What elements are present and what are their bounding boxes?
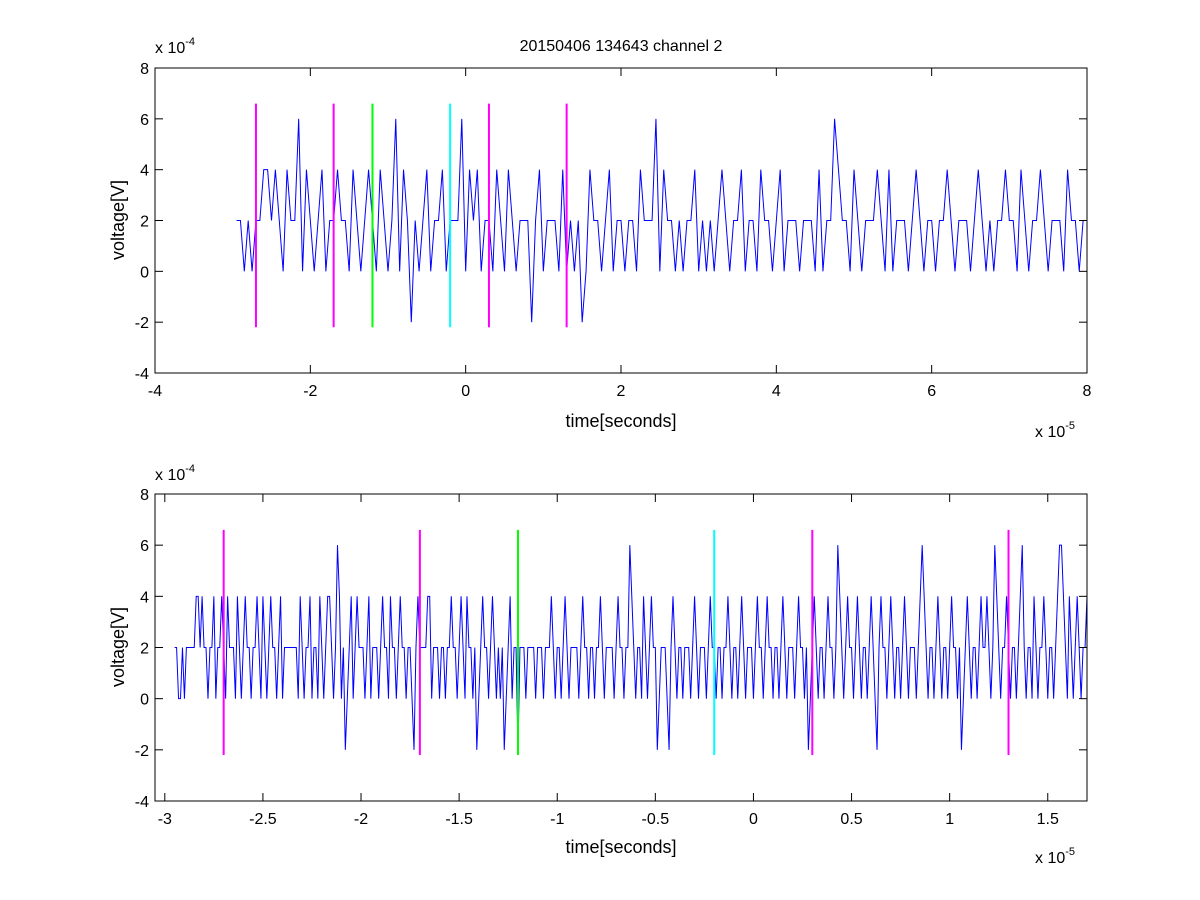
y-tick-label: -2: [135, 743, 149, 760]
top-y-exponent: x 10-4: [155, 36, 195, 57]
top-y-ticks: -4 -2 0 2 4 6 8: [135, 61, 1087, 383]
top-y-axis-label: voltage[V]: [108, 180, 128, 260]
bottom-y-ticks: -4 -2 0 2 4 6 8: [135, 487, 1087, 811]
x-tick-label: -3: [158, 811, 172, 828]
x-tick-label: -2: [303, 383, 317, 400]
top-x-axis-label: time[seconds]: [565, 411, 676, 431]
top-chart-title: 20150406 134643 channel 2: [520, 38, 723, 55]
top-voltage-trace: [236, 118, 1087, 323]
x-tick-label: 0: [461, 383, 470, 400]
x-tick-label: -1.5: [445, 811, 473, 828]
y-tick-label: 0: [140, 264, 149, 281]
y-tick-label: 2: [140, 214, 149, 231]
x-tick-label: -1: [550, 811, 564, 828]
y-tick-label: 4: [140, 589, 149, 606]
x-tick-label: 1.5: [1037, 811, 1059, 828]
top-x-exponent: x 10-5: [1035, 420, 1075, 441]
x-tick-label: -2: [354, 811, 368, 828]
x-tick-label: 1: [945, 811, 954, 828]
bottom-x-axis-label: time[seconds]: [565, 837, 676, 857]
y-tick-label: -4: [135, 794, 149, 811]
top-x-ticks: -4 -2 0 2 4 6 8: [148, 68, 1092, 400]
y-tick-label: 8: [140, 487, 149, 504]
x-tick-label: -4: [148, 383, 162, 400]
bottom-subplot: -3 -2.5 -2 -1.5 -1 -0.5 0 0.5 1 1.5 -4 -2 0 2 4 6 8 tim…: [108, 463, 1088, 867]
y-tick-label: 6: [140, 112, 149, 129]
y-tick-label: 4: [140, 163, 149, 180]
bottom-y-exponent: x 10-4: [155, 463, 195, 484]
top-subplot: -4 -2 0 2 4 6 8 -4 -2 0 2 4 6 8 20150406 134643 chan…: [108, 36, 1092, 441]
x-tick-label: 0: [749, 811, 758, 828]
y-tick-label: -4: [135, 366, 149, 383]
bottom-marker-layer: [222, 529, 1010, 755]
bottom-x-ticks: -3 -2.5 -2 -1.5 -1 -0.5 0 0.5 1 1.5: [158, 494, 1059, 828]
x-tick-label: 2: [617, 383, 626, 400]
top-marker-layer: [254, 103, 568, 328]
bottom-voltage-trace: [174, 544, 1087, 750]
x-tick-label: -2.5: [249, 811, 277, 828]
x-tick-label: 8: [1083, 383, 1092, 400]
y-tick-label: 0: [140, 692, 149, 709]
top-series-layer: [236, 118, 1087, 323]
bottom-y-axis-label: voltage[V]: [108, 607, 128, 687]
x-tick-label: -0.5: [642, 811, 670, 828]
x-tick-label: 4: [772, 383, 781, 400]
bottom-x-exponent: x 10-5: [1035, 846, 1075, 867]
y-tick-label: -2: [135, 315, 149, 332]
bottom-series-layer: [174, 544, 1087, 750]
y-tick-label: 6: [140, 538, 149, 555]
y-tick-label: 8: [140, 61, 149, 78]
x-tick-label: 6: [927, 383, 936, 400]
y-tick-label: 2: [140, 641, 149, 658]
x-tick-label: 0.5: [840, 811, 862, 828]
